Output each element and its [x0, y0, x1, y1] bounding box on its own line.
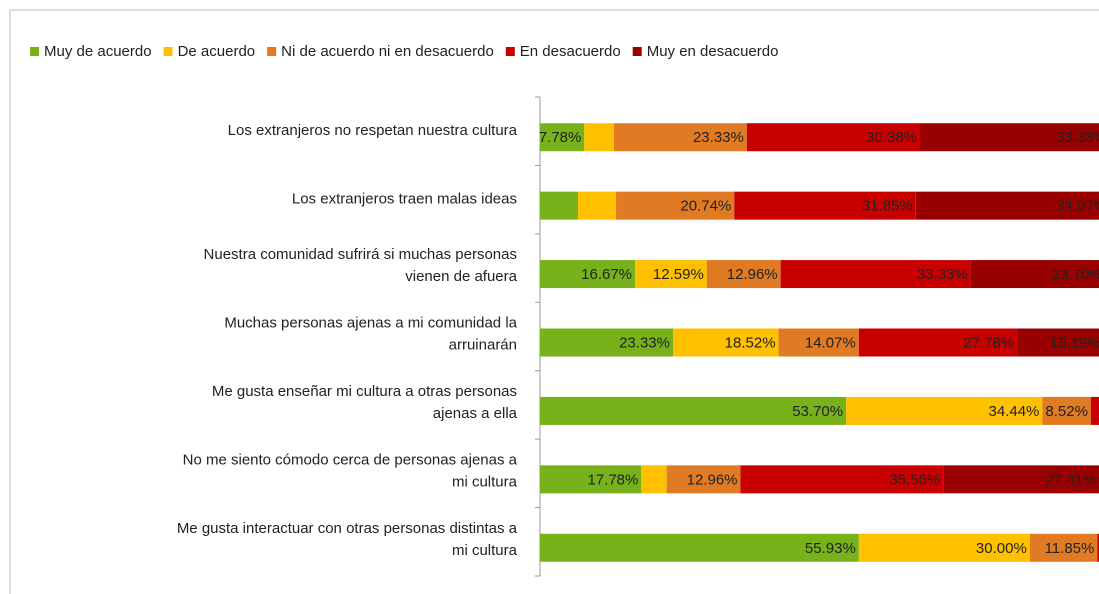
value-label: 12.59%	[653, 266, 704, 283]
category-label: ajenas a ella	[433, 405, 518, 422]
bar-segment	[970, 260, 1099, 289]
value-label: 23.33%	[693, 129, 744, 146]
category-label: Los extranjeros traen malas ideas	[292, 191, 517, 208]
value-label: 23.33%	[619, 334, 670, 351]
value-label: 18.52%	[725, 334, 776, 351]
bar-segment	[1097, 533, 1099, 562]
category-label: vienen de afuera	[405, 268, 517, 285]
bar-segment	[578, 191, 617, 220]
bar-segment	[584, 123, 614, 152]
value-label: 15.19%	[1050, 334, 1099, 351]
bar-segment	[613, 123, 747, 152]
value-label: 8.52%	[1045, 403, 1088, 420]
value-label: 20.74%	[680, 198, 731, 215]
value-label: 31.85%	[862, 198, 913, 215]
value-label: 17.78%	[587, 471, 638, 488]
value-label: 53.70%	[792, 403, 843, 420]
bar-segment	[846, 396, 1043, 425]
value-label: 34.07%	[1056, 198, 1099, 215]
bar-segment	[641, 465, 667, 494]
value-label: 34.44%	[989, 403, 1040, 420]
bar-segment	[778, 328, 859, 357]
bar-segment	[540, 465, 642, 494]
bar-segment	[540, 328, 673, 357]
legend-label: Muy de acuerdo	[44, 43, 152, 60]
value-label: 55.93%	[805, 540, 856, 557]
bar-segment	[1029, 533, 1098, 562]
bar-segment	[635, 260, 707, 289]
category-label: Me gusta interactuar con otras personas …	[177, 520, 518, 537]
bar-segment	[780, 260, 971, 289]
category-label: arruinarán	[449, 336, 517, 353]
value-label: 12.96%	[727, 266, 778, 283]
category-label: Los extranjeros no respetan nuestra cult…	[228, 122, 518, 139]
legend-label: En desacuerdo	[520, 43, 621, 60]
legend-swatch	[505, 47, 515, 56]
bar-segment	[943, 465, 1099, 494]
value-label: 33.33%	[1056, 129, 1099, 146]
value-label: 14.07%	[805, 334, 856, 351]
bar-segment	[666, 465, 741, 494]
legend-label: De acuerdo	[178, 43, 256, 60]
value-label: 33.33%	[917, 266, 968, 283]
value-label: 30.38%	[866, 129, 917, 146]
value-label: 23.70%	[1052, 266, 1099, 283]
bar-segment	[616, 191, 735, 220]
bar-segment	[540, 123, 585, 152]
bar-segment	[540, 191, 579, 220]
bar-segment	[540, 396, 847, 425]
value-label: 16.67%	[581, 266, 632, 283]
bar-segment	[1017, 328, 1099, 357]
category-label: Muchas personas ajenas a mi comunidad la	[224, 314, 517, 331]
category-label: mi cultura	[452, 473, 518, 490]
value-label: 35.56%	[889, 471, 940, 488]
bar-segment	[858, 533, 1030, 562]
value-label: 12.96%	[687, 471, 738, 488]
bar-segment	[858, 328, 1018, 357]
value-label: 27.41%	[1046, 471, 1097, 488]
value-label: 27.78%	[963, 334, 1014, 351]
bar-segment	[1090, 396, 1099, 425]
bar-segment	[740, 465, 944, 494]
bar-segment	[915, 191, 1099, 220]
category-label: No me siento cómodo cerca de personas aj…	[183, 451, 518, 468]
value-label: 11.85%	[1045, 540, 1095, 557]
legend-swatch	[632, 47, 642, 56]
legend-swatch	[163, 47, 173, 56]
bar-segment	[746, 123, 921, 152]
category-label: mi cultura	[452, 542, 518, 559]
bar-segment	[920, 123, 1099, 152]
value-label: 7.78%	[539, 129, 582, 146]
legend-label: Muy en desacuerdo	[647, 43, 779, 60]
legend-swatch	[267, 47, 277, 56]
value-label: 30.00%	[976, 540, 1027, 557]
category-label: Nuestra comunidad sufrirá si muchas pers…	[204, 246, 517, 263]
chart-frame	[9, 9, 1099, 594]
bar-segment	[672, 328, 779, 357]
bar-segment	[540, 533, 859, 562]
legend-label: Ni de acuerdo ni en desacuerdo	[281, 43, 494, 60]
legend-swatch	[30, 47, 39, 56]
bar-segment	[706, 260, 781, 289]
category-label: Me gusta enseñar mi cultura a otras pers…	[212, 383, 517, 400]
bar-segment	[540, 260, 636, 289]
bar-segment	[734, 191, 916, 220]
bar-segment	[1042, 396, 1091, 425]
